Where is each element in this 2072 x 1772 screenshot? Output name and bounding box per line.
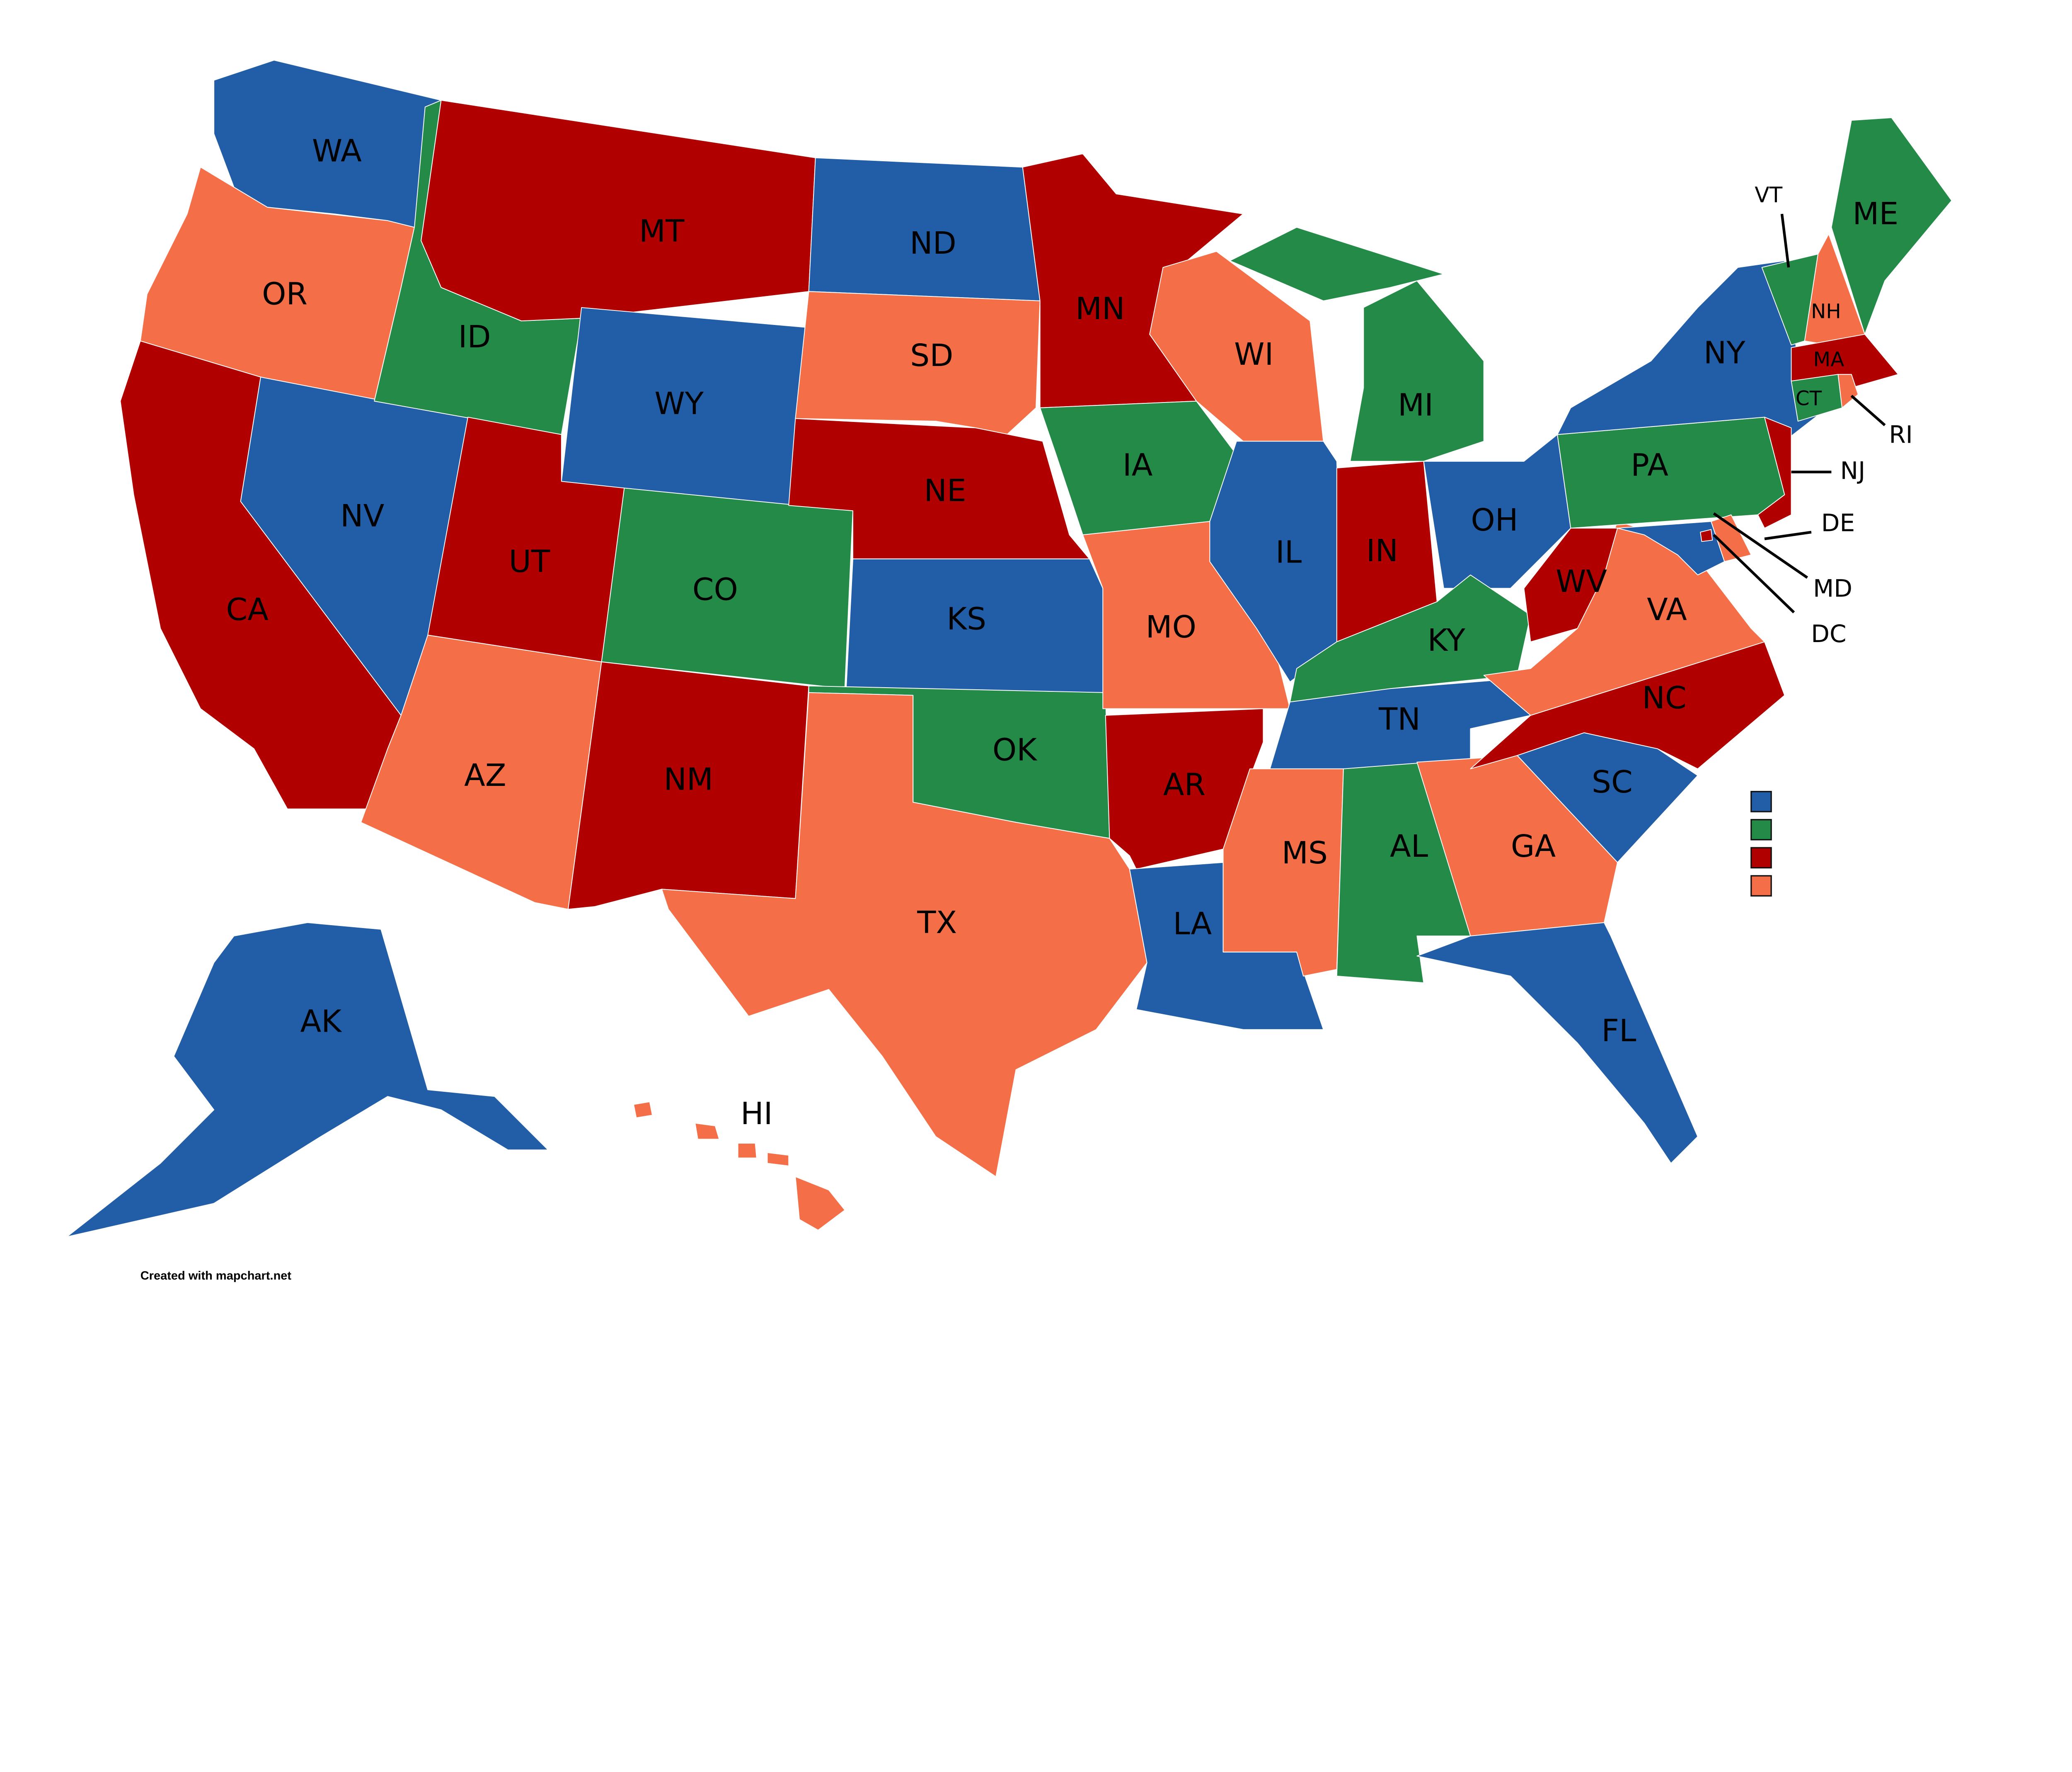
state-fl[interactable] <box>1416 922 1698 1164</box>
footer-credit: Created with mapchart.net <box>140 1269 292 1282</box>
state-label-sd: SD <box>910 338 953 373</box>
state-pa[interactable] <box>1557 417 1785 529</box>
state-shape[interactable] <box>1105 708 1264 870</box>
state-label-id: ID <box>458 319 491 355</box>
state-shape[interactable] <box>1757 417 1792 529</box>
state-label-wi: WI <box>1234 337 1273 372</box>
state-shape[interactable] <box>1837 374 1859 408</box>
state-shape[interactable] <box>1700 529 1713 542</box>
state-label-mi: MI <box>1398 387 1433 423</box>
state-label-ct: CT <box>1796 387 1822 410</box>
state-label-oh: OH <box>1471 502 1518 538</box>
legend <box>1750 791 1772 897</box>
state-label-al: AL <box>1390 829 1428 864</box>
state-mt[interactable] <box>421 99 816 322</box>
legend-swatch-orange <box>1750 875 1772 897</box>
state-shape[interactable] <box>795 1176 845 1231</box>
state-dc[interactable] <box>1700 529 1713 542</box>
state-label-in: IN <box>1366 533 1398 569</box>
state-label-nv: NV <box>340 498 384 534</box>
state-label-md: MD <box>1813 574 1852 602</box>
state-label-mn: MN <box>1075 291 1125 327</box>
state-il[interactable] <box>1209 441 1344 683</box>
state-label-ny: NY <box>1704 335 1745 371</box>
state-shape[interactable] <box>1350 280 1484 462</box>
legend-swatch-blue <box>1750 791 1772 812</box>
state-shape[interactable] <box>695 1122 720 1140</box>
state-label-dc: DC <box>1811 620 1846 648</box>
state-shape[interactable] <box>66 922 549 1237</box>
state-shape[interactable] <box>1222 768 1344 977</box>
state-label-nj: NJ <box>1840 456 1866 485</box>
state-labels: WA OR CA NV ID MT WY UT AZ CO NM ND SD NE KS OK TX MN IA MO… <box>226 133 1912 1132</box>
state-label-de: DE <box>1821 509 1855 537</box>
state-label-va: VA <box>1647 592 1687 628</box>
state-ak[interactable] <box>66 922 549 1237</box>
state-shape[interactable] <box>767 1152 789 1166</box>
state-md[interactable] <box>1617 521 1725 576</box>
state-label-nm: NM <box>664 762 714 798</box>
state-label-wa: WA <box>312 133 362 169</box>
state-shape[interactable] <box>1617 521 1725 576</box>
state-ms[interactable] <box>1222 768 1344 977</box>
leader-line <box>1713 533 1795 613</box>
state-label-hi: HI <box>741 1096 773 1132</box>
state-label-sc: SC <box>1592 764 1633 800</box>
state-ar[interactable] <box>1105 708 1264 870</box>
state-label-tx: TX <box>917 905 957 941</box>
state-shapes <box>66 60 1952 1237</box>
state-label-mt: MT <box>639 213 685 249</box>
state-label-wv: WV <box>1556 564 1607 599</box>
legend-swatch-green <box>1750 819 1772 841</box>
us-states-map: WA OR CA NV ID MT WY UT AZ CO NM ND SD NE KS OK TX MN IA MO… <box>66 60 1952 1282</box>
state-shape[interactable] <box>1416 922 1698 1164</box>
state-shape[interactable] <box>1209 441 1344 683</box>
state-shape[interactable] <box>1229 227 1444 301</box>
state-label-pa: PA <box>1631 448 1668 483</box>
state-label-nd: ND <box>910 225 956 261</box>
state-shape[interactable] <box>661 692 1147 1177</box>
state-shape[interactable] <box>1557 417 1785 529</box>
state-label-ca: CA <box>226 592 269 628</box>
state-tx[interactable] <box>661 692 1147 1177</box>
state-label-az: AZ <box>464 758 506 793</box>
state-label-vt: VT <box>1755 183 1782 208</box>
state-label-la: LA <box>1173 906 1212 942</box>
state-label-ri: RI <box>1889 420 1912 448</box>
state-label-il: IL <box>1276 534 1302 570</box>
state-label-wy: WY <box>654 386 704 422</box>
state-label-co: CO <box>692 572 738 608</box>
leader-line <box>1764 531 1812 541</box>
state-shape[interactable] <box>633 1101 653 1118</box>
state-label-ms: MS <box>1282 835 1328 871</box>
state-hi[interactable] <box>633 1101 845 1231</box>
legend-swatch-red <box>1750 847 1772 869</box>
state-label-ne: NE <box>924 473 966 509</box>
state-shape[interactable] <box>421 99 816 322</box>
state-ri[interactable] <box>1837 374 1859 408</box>
state-label-or: OR <box>262 276 307 312</box>
state-label-ia: IA <box>1123 448 1153 483</box>
leader-line <box>1780 213 1790 268</box>
state-label-ok: OK <box>992 732 1038 768</box>
state-label-ar: AR <box>1163 767 1205 803</box>
state-label-fl: FL <box>1601 1013 1636 1049</box>
state-label-nc: NC <box>1642 680 1686 716</box>
state-label-tn: TN <box>1378 701 1421 737</box>
state-mi[interactable] <box>1229 227 1484 462</box>
state-label-me: ME <box>1852 196 1898 232</box>
state-label-mo: MO <box>1146 609 1196 645</box>
state-nj[interactable] <box>1757 417 1792 529</box>
state-label-ak: AK <box>300 1004 342 1040</box>
state-label-ky: KY <box>1428 623 1466 658</box>
label-leader-lines <box>1713 213 1886 613</box>
leader-line <box>1713 512 1808 579</box>
state-label-ut: UT <box>509 544 550 579</box>
state-label-ga: GA <box>1511 829 1556 864</box>
state-label-nh: NH <box>1811 300 1841 323</box>
state-label-ma: MA <box>1813 348 1844 371</box>
state-shape[interactable] <box>737 1143 757 1159</box>
state-label-ks: KS <box>946 601 986 637</box>
leader-line <box>1850 395 1886 427</box>
